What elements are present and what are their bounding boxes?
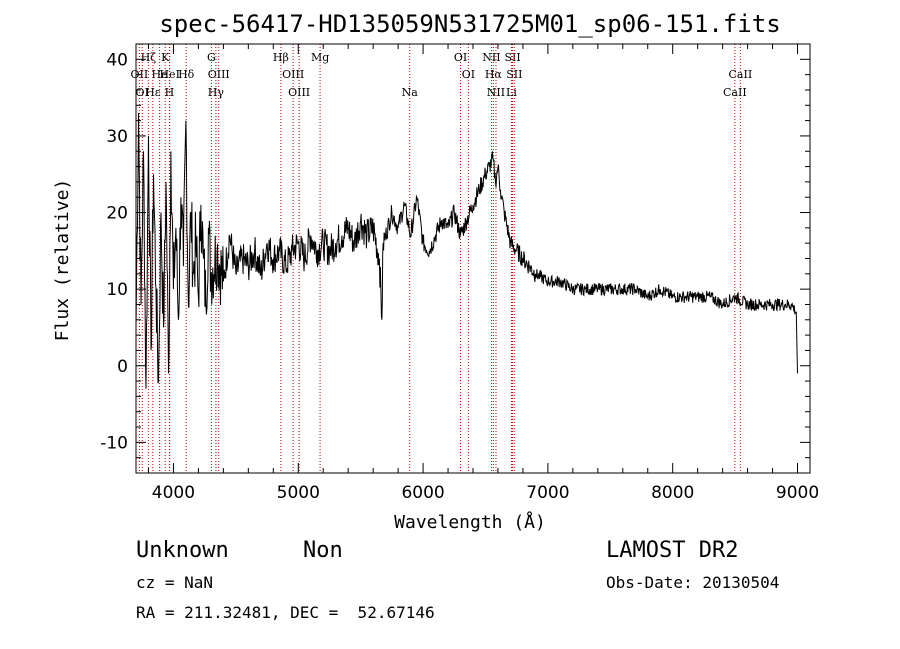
axes: 4000 5000 6000 7000 8000 9000 -10 0 10 20 30 40 bbox=[100, 43, 819, 503]
line-label-19: Hε bbox=[145, 86, 161, 99]
line-label-17: CaII bbox=[729, 68, 753, 81]
x-tick-label-5: 9000 bbox=[776, 483, 819, 503]
line-label-1: K bbox=[161, 51, 170, 64]
coordinates: RA = 211.32481, DEC = 52.67146 bbox=[136, 603, 435, 622]
x-tick-label-2: 6000 bbox=[401, 483, 444, 503]
y-tick-label-2: 10 bbox=[106, 280, 128, 300]
line-label-0: Hζ bbox=[141, 51, 157, 64]
line-label-2: G bbox=[207, 51, 216, 64]
line-label-16: SII bbox=[506, 68, 522, 81]
chart-title: spec-56417-HD135059N531725M01_sp06-151.f… bbox=[159, 10, 780, 38]
y-tick-label-0: -10 bbox=[100, 433, 128, 453]
line-label-20: H bbox=[165, 86, 175, 99]
x-axis-label: Wavelength (Å) bbox=[394, 511, 546, 533]
y-axis-label: Flux (relative) bbox=[52, 179, 73, 342]
y-tick-label-5: 40 bbox=[106, 50, 128, 70]
line-label-14: OI bbox=[462, 68, 475, 81]
line-label-9: He bbox=[152, 68, 168, 81]
redshift-text: cz = NaN bbox=[136, 573, 214, 592]
line-label-24: NII bbox=[487, 86, 505, 99]
line-label-7: SII bbox=[504, 51, 520, 64]
x-tick-label-3: 7000 bbox=[526, 483, 569, 503]
line-label-13: OIII bbox=[282, 68, 304, 81]
x-tick-label-0: 4000 bbox=[152, 483, 195, 503]
obs-date: Obs-Date: 20130504 bbox=[606, 573, 780, 592]
y-tick-label-1: 0 bbox=[117, 357, 128, 377]
line-label-6: NII bbox=[482, 51, 500, 64]
line-label-15: Hα bbox=[485, 68, 503, 81]
object-type: Unknown bbox=[136, 538, 229, 563]
x-tick-label-4: 8000 bbox=[651, 483, 694, 503]
y-tick-label-3: 20 bbox=[106, 204, 128, 224]
line-label-23: Na bbox=[402, 86, 419, 99]
line-label-4: Mg bbox=[311, 51, 329, 64]
line-label-26: CaII bbox=[723, 86, 747, 99]
x-tick-label-1: 5000 bbox=[277, 483, 320, 503]
line-label-18: OI bbox=[136, 86, 149, 99]
line-label-22: OIII bbox=[288, 86, 310, 99]
subclass: Non bbox=[303, 538, 343, 563]
line-label-5: OI bbox=[454, 51, 467, 64]
line-label-12: OIII bbox=[208, 68, 230, 81]
flux-line bbox=[135, 112, 798, 389]
flux-series bbox=[135, 112, 798, 389]
line-label-21: Hγ bbox=[208, 86, 225, 99]
line-label-11: Hδ bbox=[178, 68, 195, 81]
survey-name: LAMOST DR2 bbox=[606, 538, 739, 563]
y-tick-label-4: 30 bbox=[106, 127, 128, 147]
line-label-25: Li bbox=[506, 86, 517, 99]
line-label-3: Hβ bbox=[273, 51, 289, 64]
